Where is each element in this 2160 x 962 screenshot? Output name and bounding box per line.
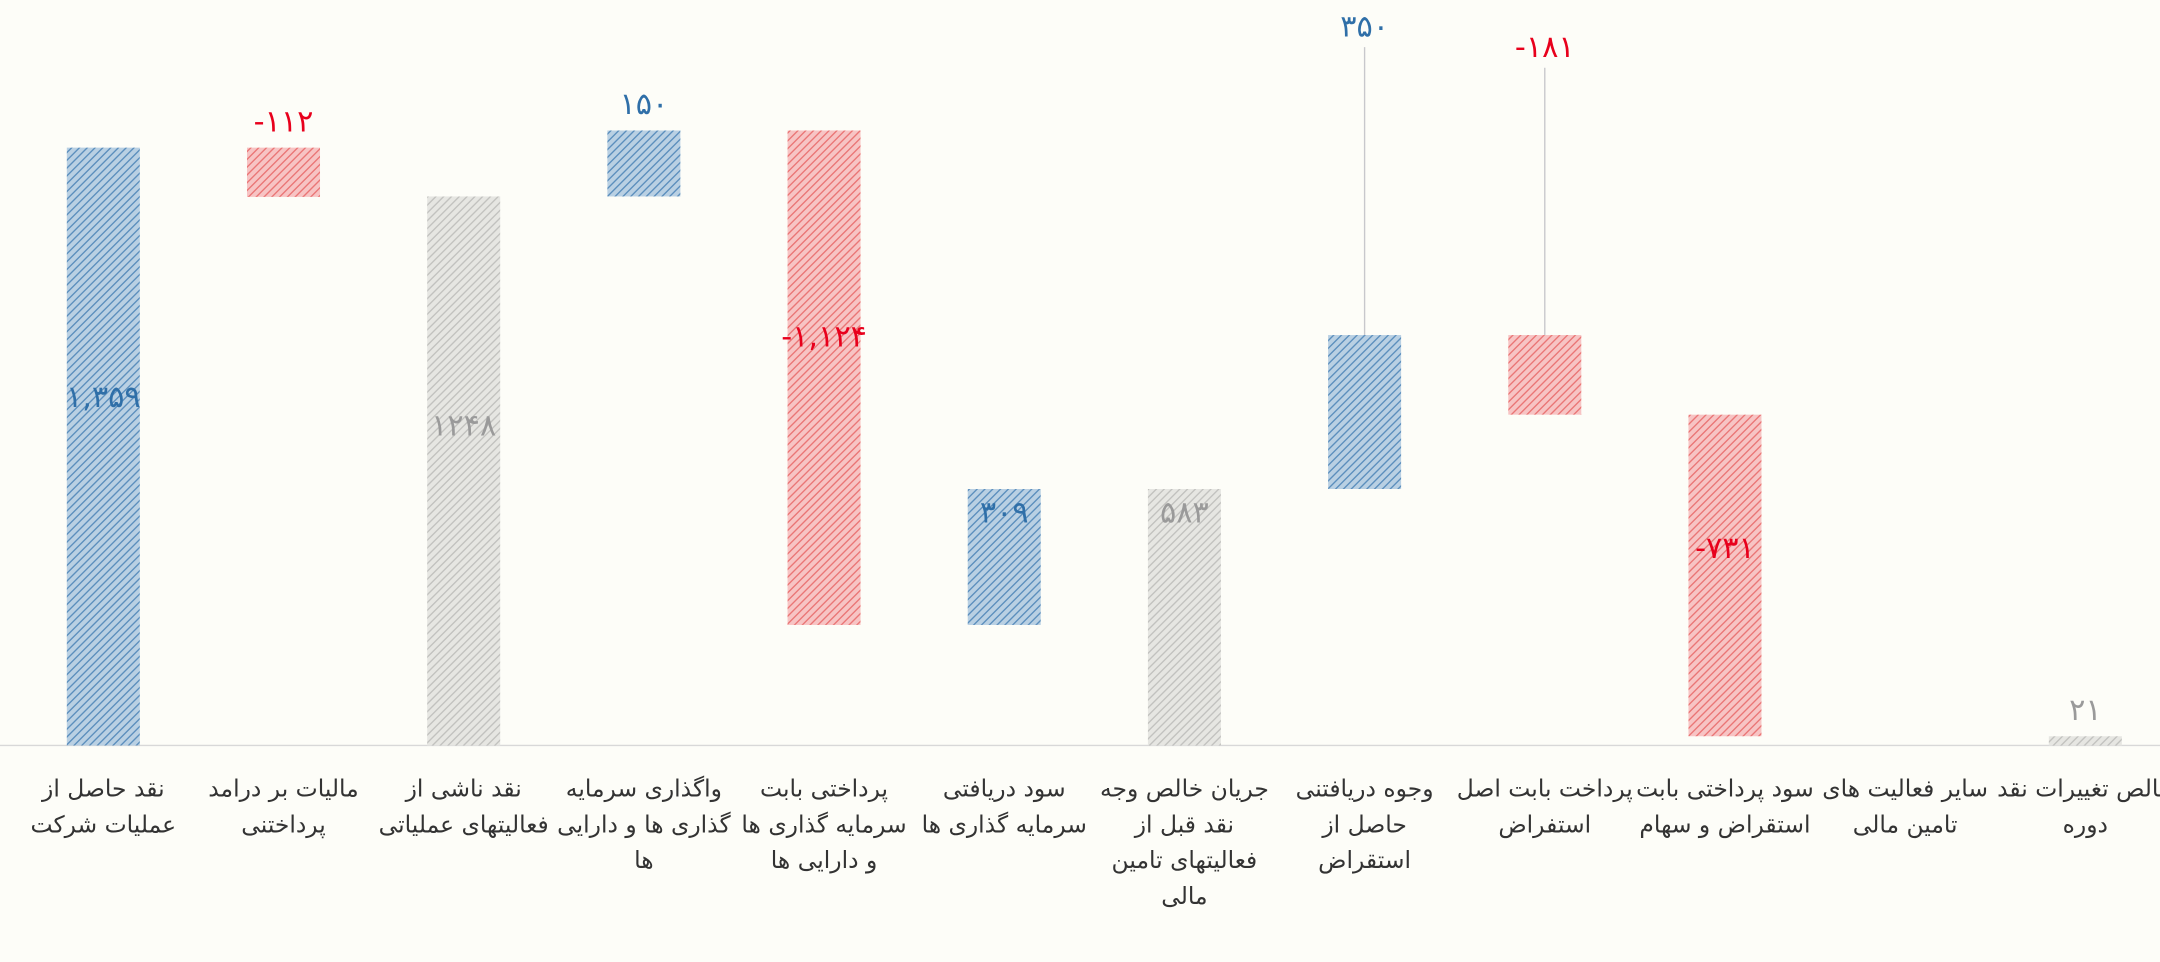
category-label-box: وجوه دریافتنی حاصل از استقراض <box>1295 775 1434 875</box>
category-label-box: جریان خالص وجه نقد قبل از فعالیتهای تامی… <box>1099 775 1269 911</box>
category-label: سود دریافتی سرمایه گذاری ها <box>921 775 1087 840</box>
category-label: سایر فعالیت های تامین مالی <box>1822 775 1989 840</box>
bar <box>1508 335 1582 415</box>
value-label: ۱۲۴۸ <box>431 409 496 444</box>
bar <box>1328 335 1402 490</box>
bar <box>967 489 1041 625</box>
value-label: ۳۵۰ <box>1340 9 1389 44</box>
value-label: ۳۰۹ <box>980 495 1029 530</box>
category-label: نقد حاصل از عملیات شرکت <box>30 775 177 840</box>
value-label: ۵۸۳ <box>1160 495 1209 530</box>
category-label: جریان خالص وجه نقد قبل از فعالیتهای تامی… <box>1099 775 1269 911</box>
category-label-box: نقد حاصل از عملیات شرکت <box>30 775 177 840</box>
category-label-box: پرداختی بابت سرمایه گذاری ها و دارایی ها <box>741 775 907 875</box>
category-label: نقد ناشی از فعالیتهای عملیاتی <box>378 775 549 840</box>
bar <box>1688 414 1762 737</box>
category-label-box: پرداخت بابت اصل استفراض <box>1456 775 1633 840</box>
value-label: -۷۳۱ <box>1695 531 1755 566</box>
value-label: ۱,۳۵۹ <box>66 380 141 415</box>
value-label: -۱,۱۲۴ <box>781 320 867 355</box>
value-label: -۱۸۱ <box>1515 30 1575 65</box>
value-label: ۱۵۰ <box>619 87 668 122</box>
category-label: خالص تغییرات نقد دوره <box>1997 775 2160 840</box>
category-label: وجوه دریافتنی حاصل از استقراض <box>1295 775 1434 875</box>
value-label: ۲۱ <box>2069 693 2102 728</box>
category-label-box: واگذاری سرمایه گذاری ها و دارایی ها <box>557 775 731 875</box>
bar <box>66 147 140 746</box>
category-label-box: خالص تغییرات نقد دوره <box>1997 775 2160 840</box>
bar <box>427 196 501 746</box>
category-label-box: سایر فعالیت های تامین مالی <box>1822 775 1989 840</box>
category-label-box: سود دریافتی سرمایه گذاری ها <box>921 775 1087 840</box>
category-label: مالیات بر درامد پرداختنی <box>208 775 359 840</box>
category-label-box: سود پرداختی بابت استقراض و سهام <box>1636 775 1814 840</box>
value-label: -۱۱۲ <box>254 104 314 139</box>
category-label: پرداخت بابت اصل استفراض <box>1456 775 1633 840</box>
category-label-box: مالیات بر درامد پرداختنی <box>208 775 359 840</box>
bar <box>2048 736 2122 746</box>
category-label-box: نقد ناشی از فعالیتهای عملیاتی <box>378 775 549 840</box>
bar <box>787 130 861 625</box>
category-label: سود پرداختی بابت استقراض و سهام <box>1636 775 1814 840</box>
category-label: واگذاری سرمایه گذاری ها و دارایی ها <box>557 775 731 875</box>
bar <box>607 130 681 197</box>
bar <box>1147 489 1221 746</box>
category-label: پرداختی بابت سرمایه گذاری ها و دارایی ها <box>741 775 907 875</box>
bar <box>246 147 321 197</box>
